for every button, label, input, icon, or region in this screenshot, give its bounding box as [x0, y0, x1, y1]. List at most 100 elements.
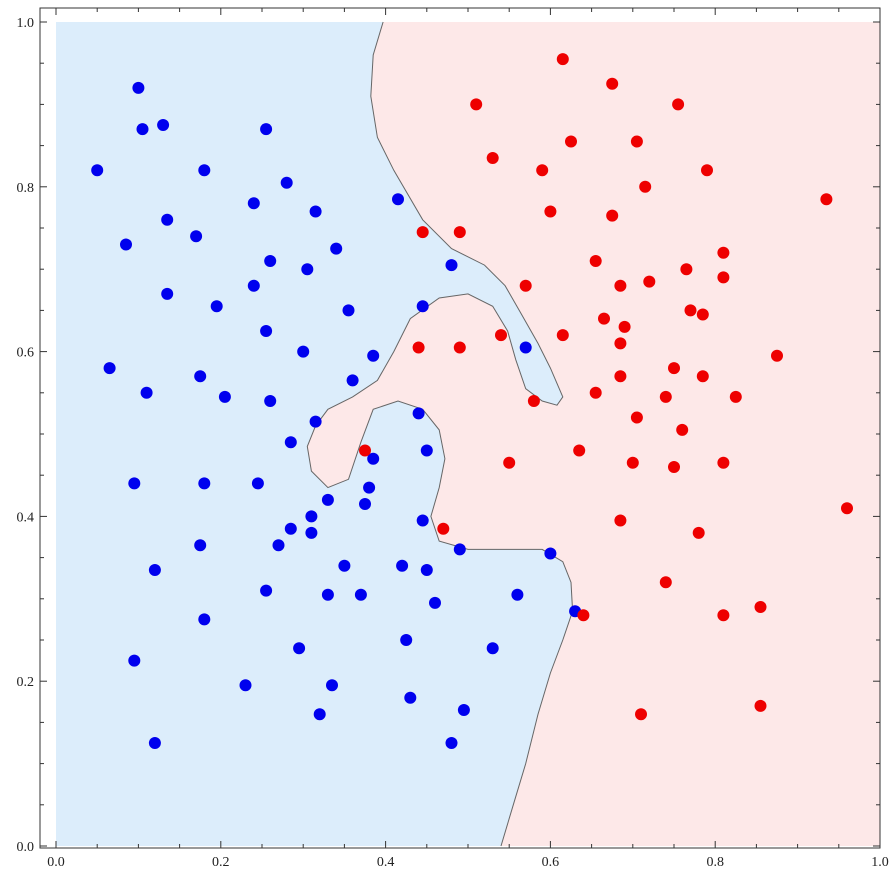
- blue-point: [354, 588, 367, 601]
- blue-point: [321, 588, 334, 601]
- red-point: [486, 152, 499, 164]
- blue-point: [326, 679, 338, 692]
- red-point: [614, 279, 627, 292]
- x-tick-label: 0.4: [377, 855, 395, 870]
- red-point: [606, 209, 619, 222]
- blue-point: [148, 737, 161, 749]
- red-point: [556, 329, 569, 342]
- blue-point: [247, 279, 260, 292]
- blue-point: [103, 362, 116, 375]
- red-point: [412, 341, 425, 354]
- blue-point: [400, 634, 413, 646]
- blue-point: [445, 737, 458, 749]
- red-point: [614, 337, 627, 350]
- red-point: [470, 98, 483, 111]
- blue-point: [194, 370, 207, 383]
- blue-point: [132, 81, 145, 94]
- blue-point: [260, 325, 273, 337]
- blue-point: [367, 349, 380, 362]
- blue-point: [429, 596, 441, 609]
- blue-point: [198, 477, 211, 490]
- blue-point: [140, 386, 153, 399]
- red-point: [573, 444, 586, 457]
- red-point: [639, 180, 652, 193]
- red-point: [359, 444, 371, 457]
- red-point: [841, 502, 853, 515]
- red-point: [503, 456, 516, 469]
- red-point: [495, 329, 507, 342]
- red-point: [614, 370, 627, 383]
- red-point: [630, 411, 643, 424]
- blue-point: [359, 498, 371, 510]
- red-point: [606, 77, 619, 90]
- x-tick-label: 0.6: [542, 855, 560, 870]
- red-point: [668, 362, 680, 375]
- y-tick-label: 0.6: [17, 346, 35, 361]
- red-point: [565, 135, 577, 148]
- red-point: [717, 609, 730, 622]
- blue-point: [392, 193, 404, 206]
- blue-point: [297, 345, 310, 358]
- blue-point: [363, 481, 376, 494]
- blue-point: [544, 547, 557, 560]
- blue-point: [330, 242, 343, 255]
- blue-point: [194, 539, 207, 552]
- blue-point: [321, 493, 334, 506]
- red-point: [589, 255, 602, 267]
- blue-point: [272, 539, 285, 552]
- blue-point: [128, 654, 141, 667]
- red-point: [544, 205, 557, 218]
- red-point: [659, 390, 672, 403]
- red-point: [643, 275, 656, 288]
- red-point: [668, 461, 680, 473]
- blue-point: [416, 514, 429, 527]
- red-point: [771, 349, 783, 362]
- red-point: [453, 341, 466, 354]
- blue-point: [91, 164, 104, 177]
- red-point: [684, 304, 697, 317]
- red-point: [701, 164, 713, 177]
- blue-region: [56, 22, 573, 846]
- blue-point: [284, 436, 297, 449]
- red-point: [453, 226, 466, 239]
- blue-point: [210, 300, 223, 313]
- red-point: [598, 312, 610, 325]
- red-point: [672, 98, 685, 111]
- red-point: [676, 423, 689, 436]
- blue-point: [161, 287, 174, 300]
- blue-point: [367, 452, 380, 465]
- blue-point: [445, 259, 458, 272]
- blue-point: [280, 176, 293, 189]
- blue-point: [161, 213, 174, 226]
- blue-point: [309, 205, 322, 218]
- red-point: [635, 708, 647, 721]
- red-point: [659, 576, 672, 589]
- blue-point: [198, 164, 211, 177]
- blue-point: [264, 395, 277, 407]
- blue-point: [420, 444, 433, 457]
- red-point: [754, 601, 767, 613]
- red-point: [626, 456, 639, 469]
- red-point: [717, 456, 730, 469]
- blue-point: [247, 197, 260, 210]
- red-point: [527, 395, 540, 407]
- blue-point: [284, 522, 297, 535]
- blue-point: [157, 119, 170, 131]
- red-point: [618, 320, 631, 333]
- blue-point: [309, 415, 322, 428]
- blue-point: [519, 341, 532, 354]
- x-tick-label: 0.8: [706, 855, 724, 870]
- red-point: [696, 308, 709, 321]
- blue-point: [457, 704, 470, 716]
- blue-point: [120, 238, 132, 251]
- y-tick-label: 0.8: [17, 181, 35, 196]
- blue-point: [293, 642, 306, 655]
- blue-point: [420, 564, 433, 576]
- blue-point: [148, 564, 161, 576]
- red-point: [437, 522, 450, 535]
- red-point: [717, 271, 730, 284]
- blue-point: [198, 613, 211, 626]
- red-point: [696, 370, 709, 383]
- plot-frame: [39, 7, 881, 849]
